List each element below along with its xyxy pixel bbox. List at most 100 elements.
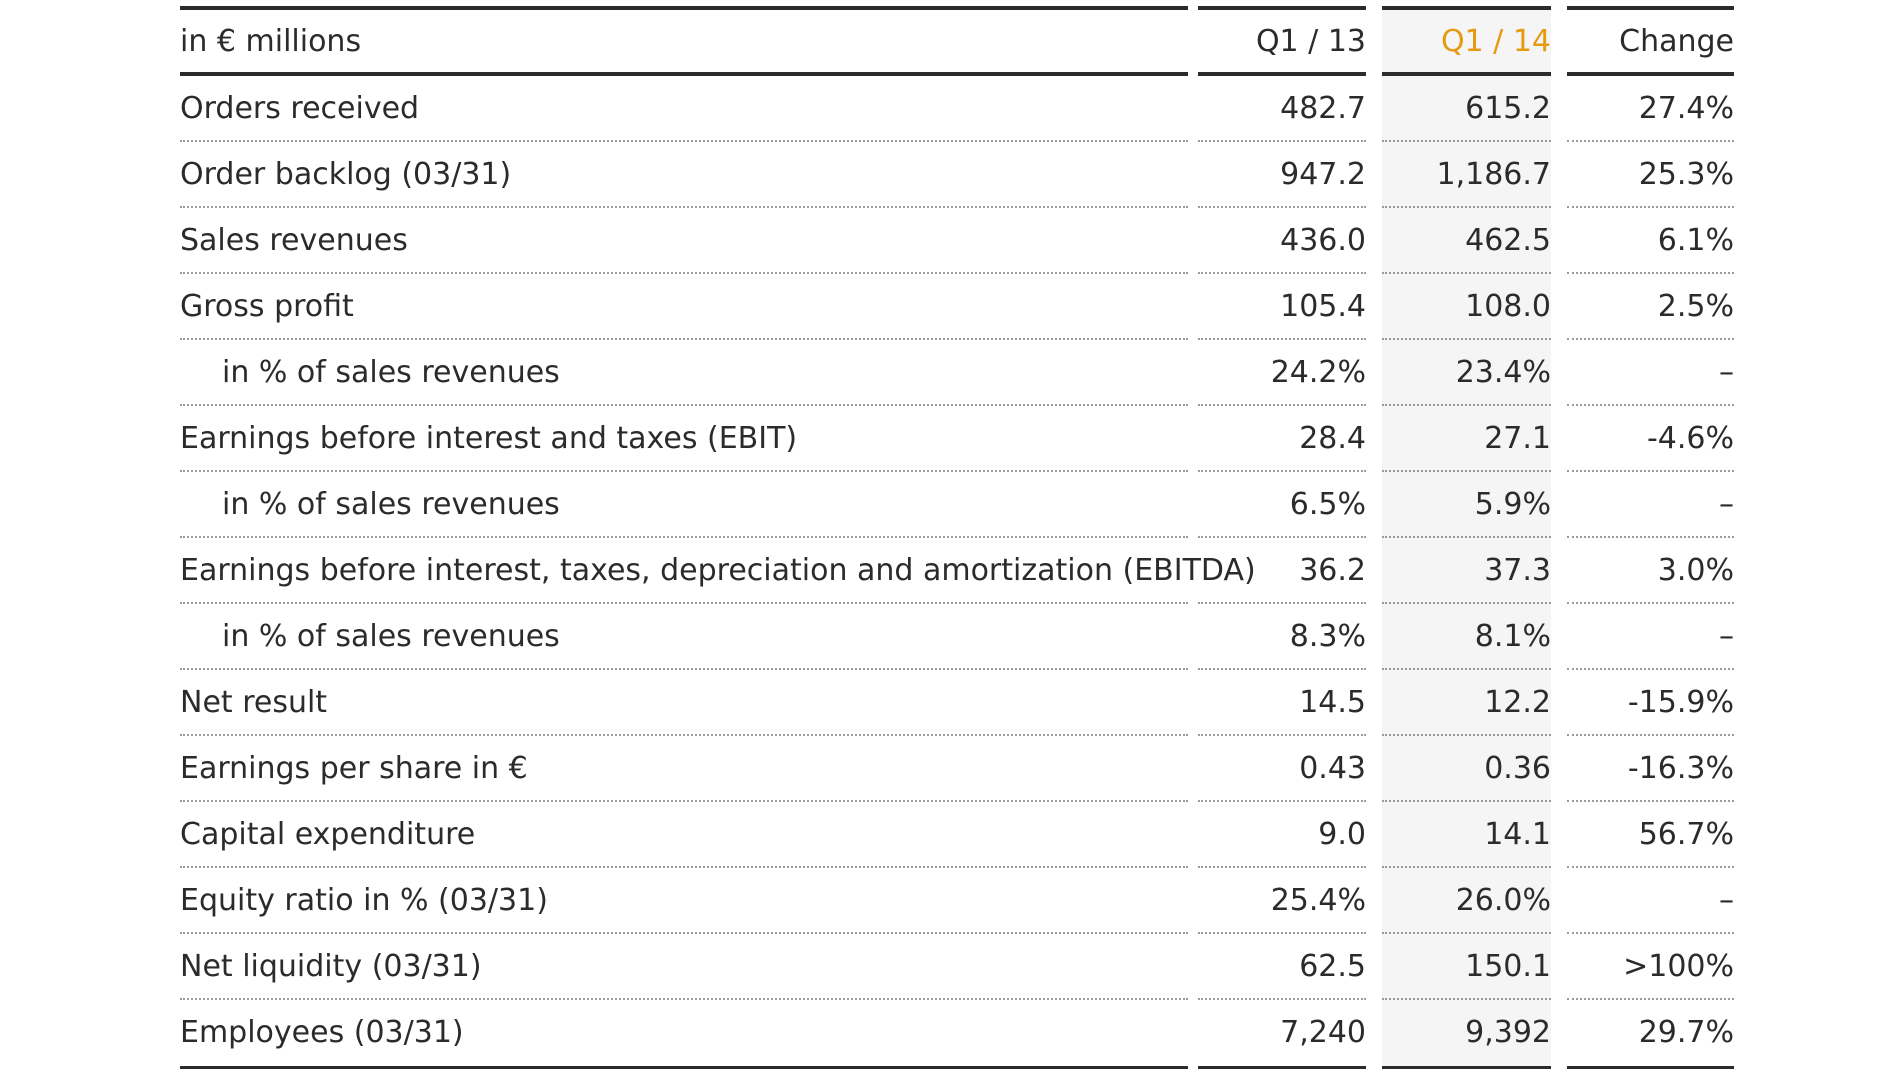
row-divider xyxy=(1198,470,1366,472)
top-rule xyxy=(1382,6,1551,10)
value-change: -16.3% xyxy=(1627,751,1734,786)
row-divider xyxy=(180,602,1188,604)
row-divider xyxy=(180,932,1188,934)
header-rule xyxy=(1567,72,1734,76)
top-rule xyxy=(1198,6,1366,10)
table-row: in % of sales revenues 8.3% 8.1% – xyxy=(180,604,1734,670)
row-divider xyxy=(180,272,1188,274)
value-q1-14: 8.1% xyxy=(1474,619,1551,654)
table-body: Orders received 482.7 615.2 27.4% Order back… xyxy=(180,76,1734,1066)
table-row: Net result 14.5 12.2 -15.9% xyxy=(180,670,1734,736)
row-divider xyxy=(180,536,1188,538)
row-divider xyxy=(1382,734,1551,736)
table-row: Orders received 482.7 615.2 27.4% xyxy=(180,76,1734,142)
row-divider xyxy=(1382,602,1551,604)
table-row: in % of sales revenues 24.2% 23.4% – xyxy=(180,340,1734,406)
value-q1-14: 150.1 xyxy=(1465,949,1551,984)
row-divider xyxy=(1567,998,1734,1000)
row-label: Equity ratio in % (03/31) xyxy=(180,883,548,918)
row-label: Capital expenditure xyxy=(180,817,476,852)
row-divider xyxy=(1567,932,1734,934)
row-divider xyxy=(180,404,1188,406)
value-q1-13: 947.2 xyxy=(1280,157,1366,192)
row-divider xyxy=(180,800,1188,802)
highlight-column-background xyxy=(1382,10,1551,1068)
table-header-row: in € millions Q1 / 13 Q1 / 14 Change xyxy=(180,0,1734,76)
row-divider xyxy=(1198,338,1366,340)
header-q1-13: Q1 / 13 xyxy=(1255,24,1366,59)
value-q1-14: 37.3 xyxy=(1484,553,1551,588)
value-change: 2.5% xyxy=(1657,289,1734,324)
value-q1-13: 25.4% xyxy=(1270,883,1366,918)
row-label: Earnings before interest, taxes, depreci… xyxy=(180,553,1256,588)
header-change: Change xyxy=(1619,24,1734,59)
row-label: Employees (03/31) xyxy=(180,1015,464,1050)
value-change: – xyxy=(1719,355,1734,390)
header-rule xyxy=(180,72,1188,76)
row-divider xyxy=(1382,932,1551,934)
row-divider xyxy=(180,866,1188,868)
row-divider xyxy=(1567,206,1734,208)
value-q1-13: 62.5 xyxy=(1299,949,1366,984)
bottom-rule xyxy=(1567,1066,1734,1069)
value-q1-14: 14.1 xyxy=(1484,817,1551,852)
row-divider xyxy=(1198,206,1366,208)
value-change: 3.0% xyxy=(1657,553,1734,588)
row-divider xyxy=(1382,140,1551,142)
row-divider xyxy=(180,470,1188,472)
value-q1-13: 36.2 xyxy=(1299,553,1366,588)
table-row: Earnings per share in € 0.43 0.36 -16.3% xyxy=(180,736,1734,802)
value-q1-13: 482.7 xyxy=(1280,91,1366,126)
value-change: – xyxy=(1719,487,1734,522)
top-rule xyxy=(1567,6,1734,10)
table-row: Sales revenues 436.0 462.5 6.1% xyxy=(180,208,1734,274)
row-divider xyxy=(1567,800,1734,802)
value-q1-13: 0.43 xyxy=(1299,751,1366,786)
value-q1-14: 615.2 xyxy=(1465,91,1551,126)
value-q1-13: 24.2% xyxy=(1270,355,1366,390)
row-divider xyxy=(1198,866,1366,868)
value-q1-13: 105.4 xyxy=(1280,289,1366,324)
value-change: – xyxy=(1719,883,1734,918)
row-divider xyxy=(180,206,1188,208)
financial-summary-table: in € millions Q1 / 13 Q1 / 14 Change Ord… xyxy=(180,0,1734,1070)
row-divider xyxy=(1567,272,1734,274)
value-q1-14: 5.9% xyxy=(1474,487,1551,522)
row-divider xyxy=(1567,470,1734,472)
value-change: 56.7% xyxy=(1638,817,1734,852)
row-divider xyxy=(1198,272,1366,274)
row-divider xyxy=(1567,734,1734,736)
row-label: Sales revenues xyxy=(180,223,408,258)
table-row: Order backlog (03/31) 947.2 1,186.7 25.3% xyxy=(180,142,1734,208)
value-q1-14: 462.5 xyxy=(1465,223,1551,258)
row-label: in % of sales revenues xyxy=(222,355,560,390)
value-q1-14: 12.2 xyxy=(1484,685,1551,720)
row-label: Order backlog (03/31) xyxy=(180,157,512,192)
row-divider xyxy=(1198,800,1366,802)
row-divider xyxy=(1382,668,1551,670)
table-row: Earnings before interest and taxes (EBIT… xyxy=(180,406,1734,472)
header-q1-14: Q1 / 14 xyxy=(1440,24,1551,59)
value-q1-13: 28.4 xyxy=(1299,421,1366,456)
row-divider xyxy=(180,140,1188,142)
table-row: Employees (03/31) 7,240 9,392 29.7% xyxy=(180,1000,1734,1066)
value-q1-13: 7,240 xyxy=(1280,1015,1366,1050)
row-divider xyxy=(1382,866,1551,868)
bottom-rule xyxy=(1382,1066,1551,1069)
row-divider xyxy=(1382,800,1551,802)
row-label: in % of sales revenues xyxy=(222,487,560,522)
value-q1-13: 8.3% xyxy=(1289,619,1366,654)
row-divider xyxy=(1198,140,1366,142)
table-row: in % of sales revenues 6.5% 5.9% – xyxy=(180,472,1734,538)
row-label: in % of sales revenues xyxy=(222,619,560,654)
value-change: >100% xyxy=(1623,949,1734,984)
row-label: Earnings per share in € xyxy=(180,751,528,786)
row-divider xyxy=(1567,668,1734,670)
row-divider xyxy=(1382,272,1551,274)
row-divider xyxy=(1382,470,1551,472)
row-label: Net liquidity (03/31) xyxy=(180,949,482,984)
header-label: in € millions xyxy=(180,24,362,59)
bottom-rule xyxy=(1198,1066,1366,1069)
row-divider xyxy=(180,734,1188,736)
table-row: Gross profit 105.4 108.0 2.5% xyxy=(180,274,1734,340)
